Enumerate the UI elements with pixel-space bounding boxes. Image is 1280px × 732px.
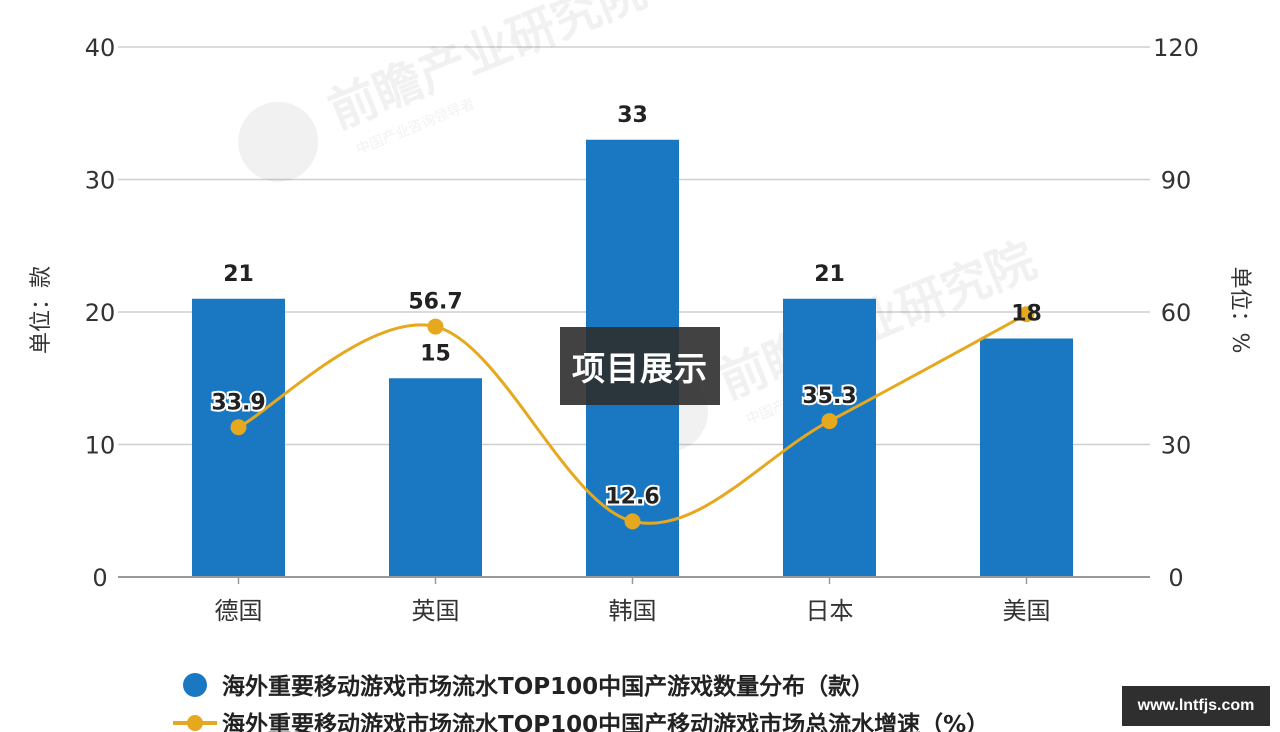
left-axis-tick-label: 0	[92, 564, 107, 592]
bar	[389, 378, 482, 577]
left-axis-tick-label: 20	[85, 299, 116, 327]
bar-data-label: 33	[617, 103, 648, 128]
line-point	[1018, 306, 1035, 323]
left-axis-tick-label: 30	[85, 167, 116, 195]
bar-data-label: 15	[420, 341, 451, 366]
project-showcase-overlay: 项目展示	[560, 327, 720, 405]
axes: 0 10 20 30 40 0 30 60 90 120 德国 英国 韩国 日本 美国	[85, 34, 1199, 625]
right-axis-tick-label: 120	[1153, 34, 1199, 62]
bar-data-label: 18	[1011, 302, 1042, 327]
bar-data-label: 21	[814, 262, 845, 287]
site-url-badge[interactable]: www.lntfjs.com	[1122, 686, 1270, 726]
legend-item-line: 海外重要移动游戏市场流水TOP100中国产移动游戏市场总流水增速（%）	[173, 711, 989, 732]
left-axis-tick-label: 10	[85, 432, 116, 460]
left-axis-tick-label: 40	[85, 34, 116, 62]
line-series	[230, 306, 1035, 530]
x-axis-tick-label: 德国	[215, 597, 263, 625]
legend-bar-marker	[183, 673, 207, 697]
line-point	[230, 419, 247, 436]
bar	[192, 298, 285, 577]
bar	[980, 338, 1073, 577]
right-axis-tick-label: 90	[1161, 167, 1192, 195]
line-point	[821, 413, 838, 430]
x-axis-tick-label: 韩国	[609, 597, 657, 625]
right-axis-tick-label: 0	[1168, 564, 1183, 592]
legend-bar-label: 海外重要移动游戏市场流水TOP100中国产游戏数量分布（款）	[222, 673, 874, 700]
line-data-label: 35.3	[802, 384, 856, 409]
bar	[783, 298, 876, 577]
legend-line-marker-dot	[187, 715, 203, 731]
data-labels: 21 15 33 21 18 33.9 56.7 12.6 35.3	[209, 103, 1042, 512]
right-axis-tick-label: 30	[1161, 432, 1192, 460]
legend-item-bar: 海外重要移动游戏市场流水TOP100中国产游戏数量分布（款）	[183, 673, 874, 700]
line-data-label: 33.9	[211, 390, 265, 415]
x-axis-tick-label: 美国	[1003, 597, 1051, 625]
x-axis-tick-label: 英国	[412, 597, 460, 625]
right-axis-tick-label: 60	[1161, 299, 1192, 327]
line-data-label: 56.7	[408, 290, 462, 315]
left-axis-title: 单位：款	[29, 266, 54, 354]
line-data-label: 12.6	[605, 484, 659, 509]
right-axis-title: 单位：%	[1227, 267, 1252, 354]
line-point	[427, 318, 444, 335]
line-point	[624, 513, 641, 530]
legend-line-label: 海外重要移动游戏市场流水TOP100中国产移动游戏市场总流水增速（%）	[222, 711, 989, 732]
watermark-brand: 前瞻产业研究院	[321, 0, 654, 140]
x-axis-tick-label: 日本	[806, 597, 854, 625]
legend: 海外重要移动游戏市场流水TOP100中国产游戏数量分布（款） 海外重要移动游戏市…	[173, 673, 989, 732]
bar-data-label: 21	[223, 262, 254, 287]
